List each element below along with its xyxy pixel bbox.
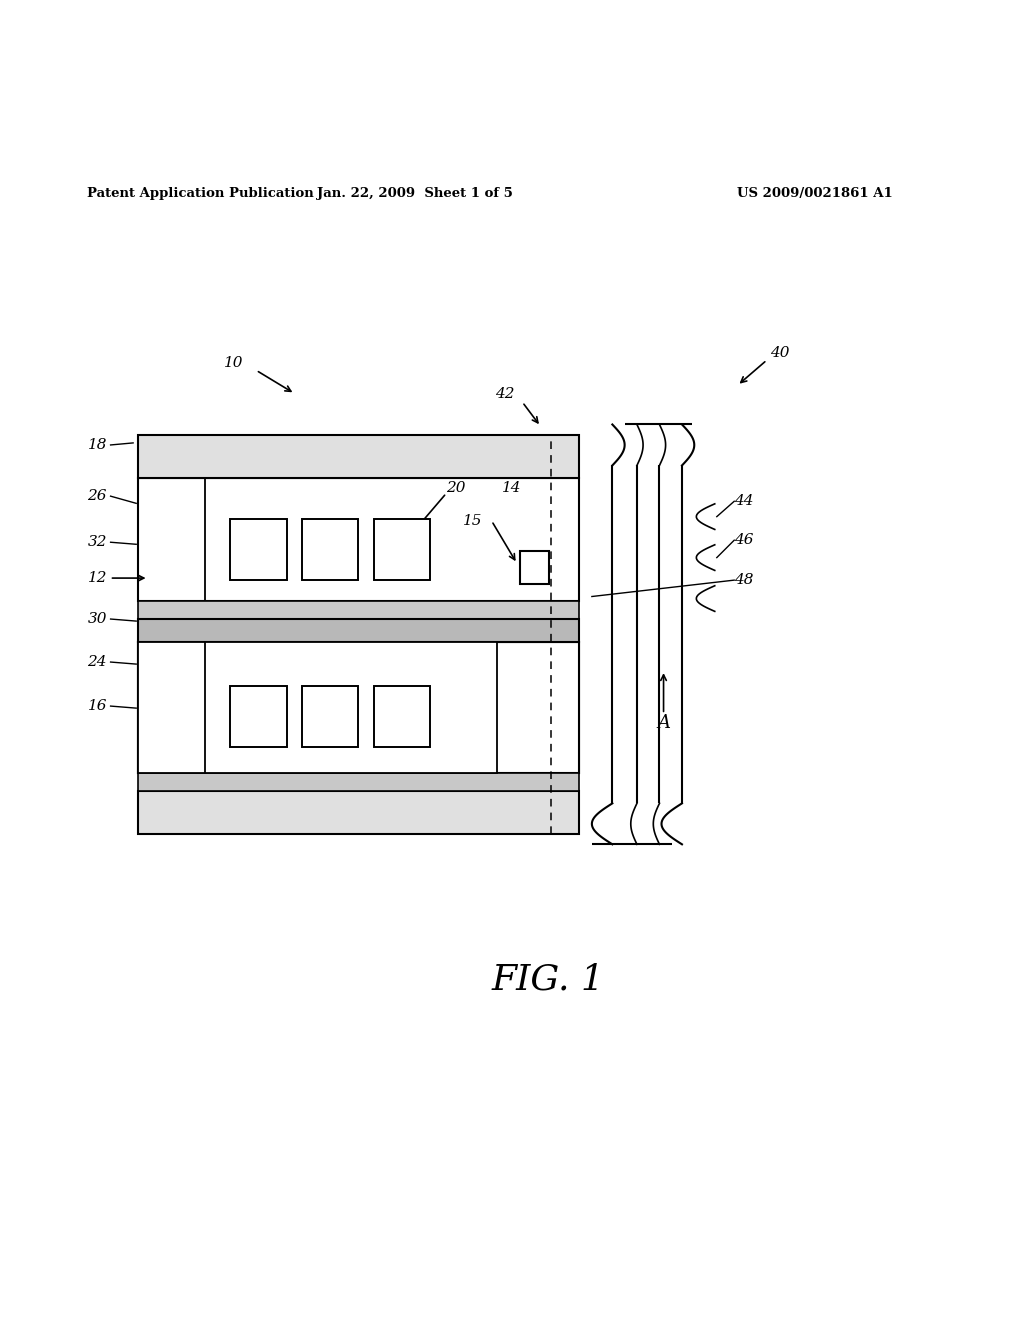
Text: 24: 24 [87,655,108,669]
Text: 34: 34 [518,606,539,620]
Text: 42: 42 [495,387,515,401]
Text: 44: 44 [733,494,754,508]
Bar [138,772,579,791]
Bar [230,685,287,747]
Text: 26: 26 [87,490,108,503]
Text: US 2009/0021861 A1: US 2009/0021861 A1 [737,186,893,199]
Text: 46: 46 [733,533,754,548]
Bar [138,642,497,772]
Bar [138,791,579,834]
Text: 18: 18 [87,438,108,451]
Bar [230,519,287,579]
Text: 16: 16 [87,700,108,713]
Bar [138,642,579,772]
Text: 10: 10 [223,356,244,370]
Text: FIG. 1: FIG. 1 [492,962,604,997]
Text: 32: 32 [87,535,108,549]
Text: 30: 30 [87,612,108,626]
Bar [374,519,430,579]
Text: 15: 15 [463,513,483,528]
Text: 12: 12 [87,572,108,585]
Text: A: A [657,714,670,733]
Text: 20: 20 [445,480,466,495]
Bar [138,601,579,619]
Bar [520,552,549,585]
Text: 40: 40 [770,346,791,360]
Bar [138,642,579,772]
Text: 48: 48 [733,573,754,587]
Bar [302,685,358,747]
Text: 20: 20 [413,612,433,626]
Text: Patent Application Publication: Patent Application Publication [87,186,313,199]
Text: Jan. 22, 2009  Sheet 1 of 5: Jan. 22, 2009 Sheet 1 of 5 [316,186,513,199]
Bar [374,685,430,747]
Text: 14: 14 [502,480,522,495]
Bar [138,619,579,642]
Bar [138,478,579,601]
Bar [138,434,579,478]
Bar [302,519,358,579]
